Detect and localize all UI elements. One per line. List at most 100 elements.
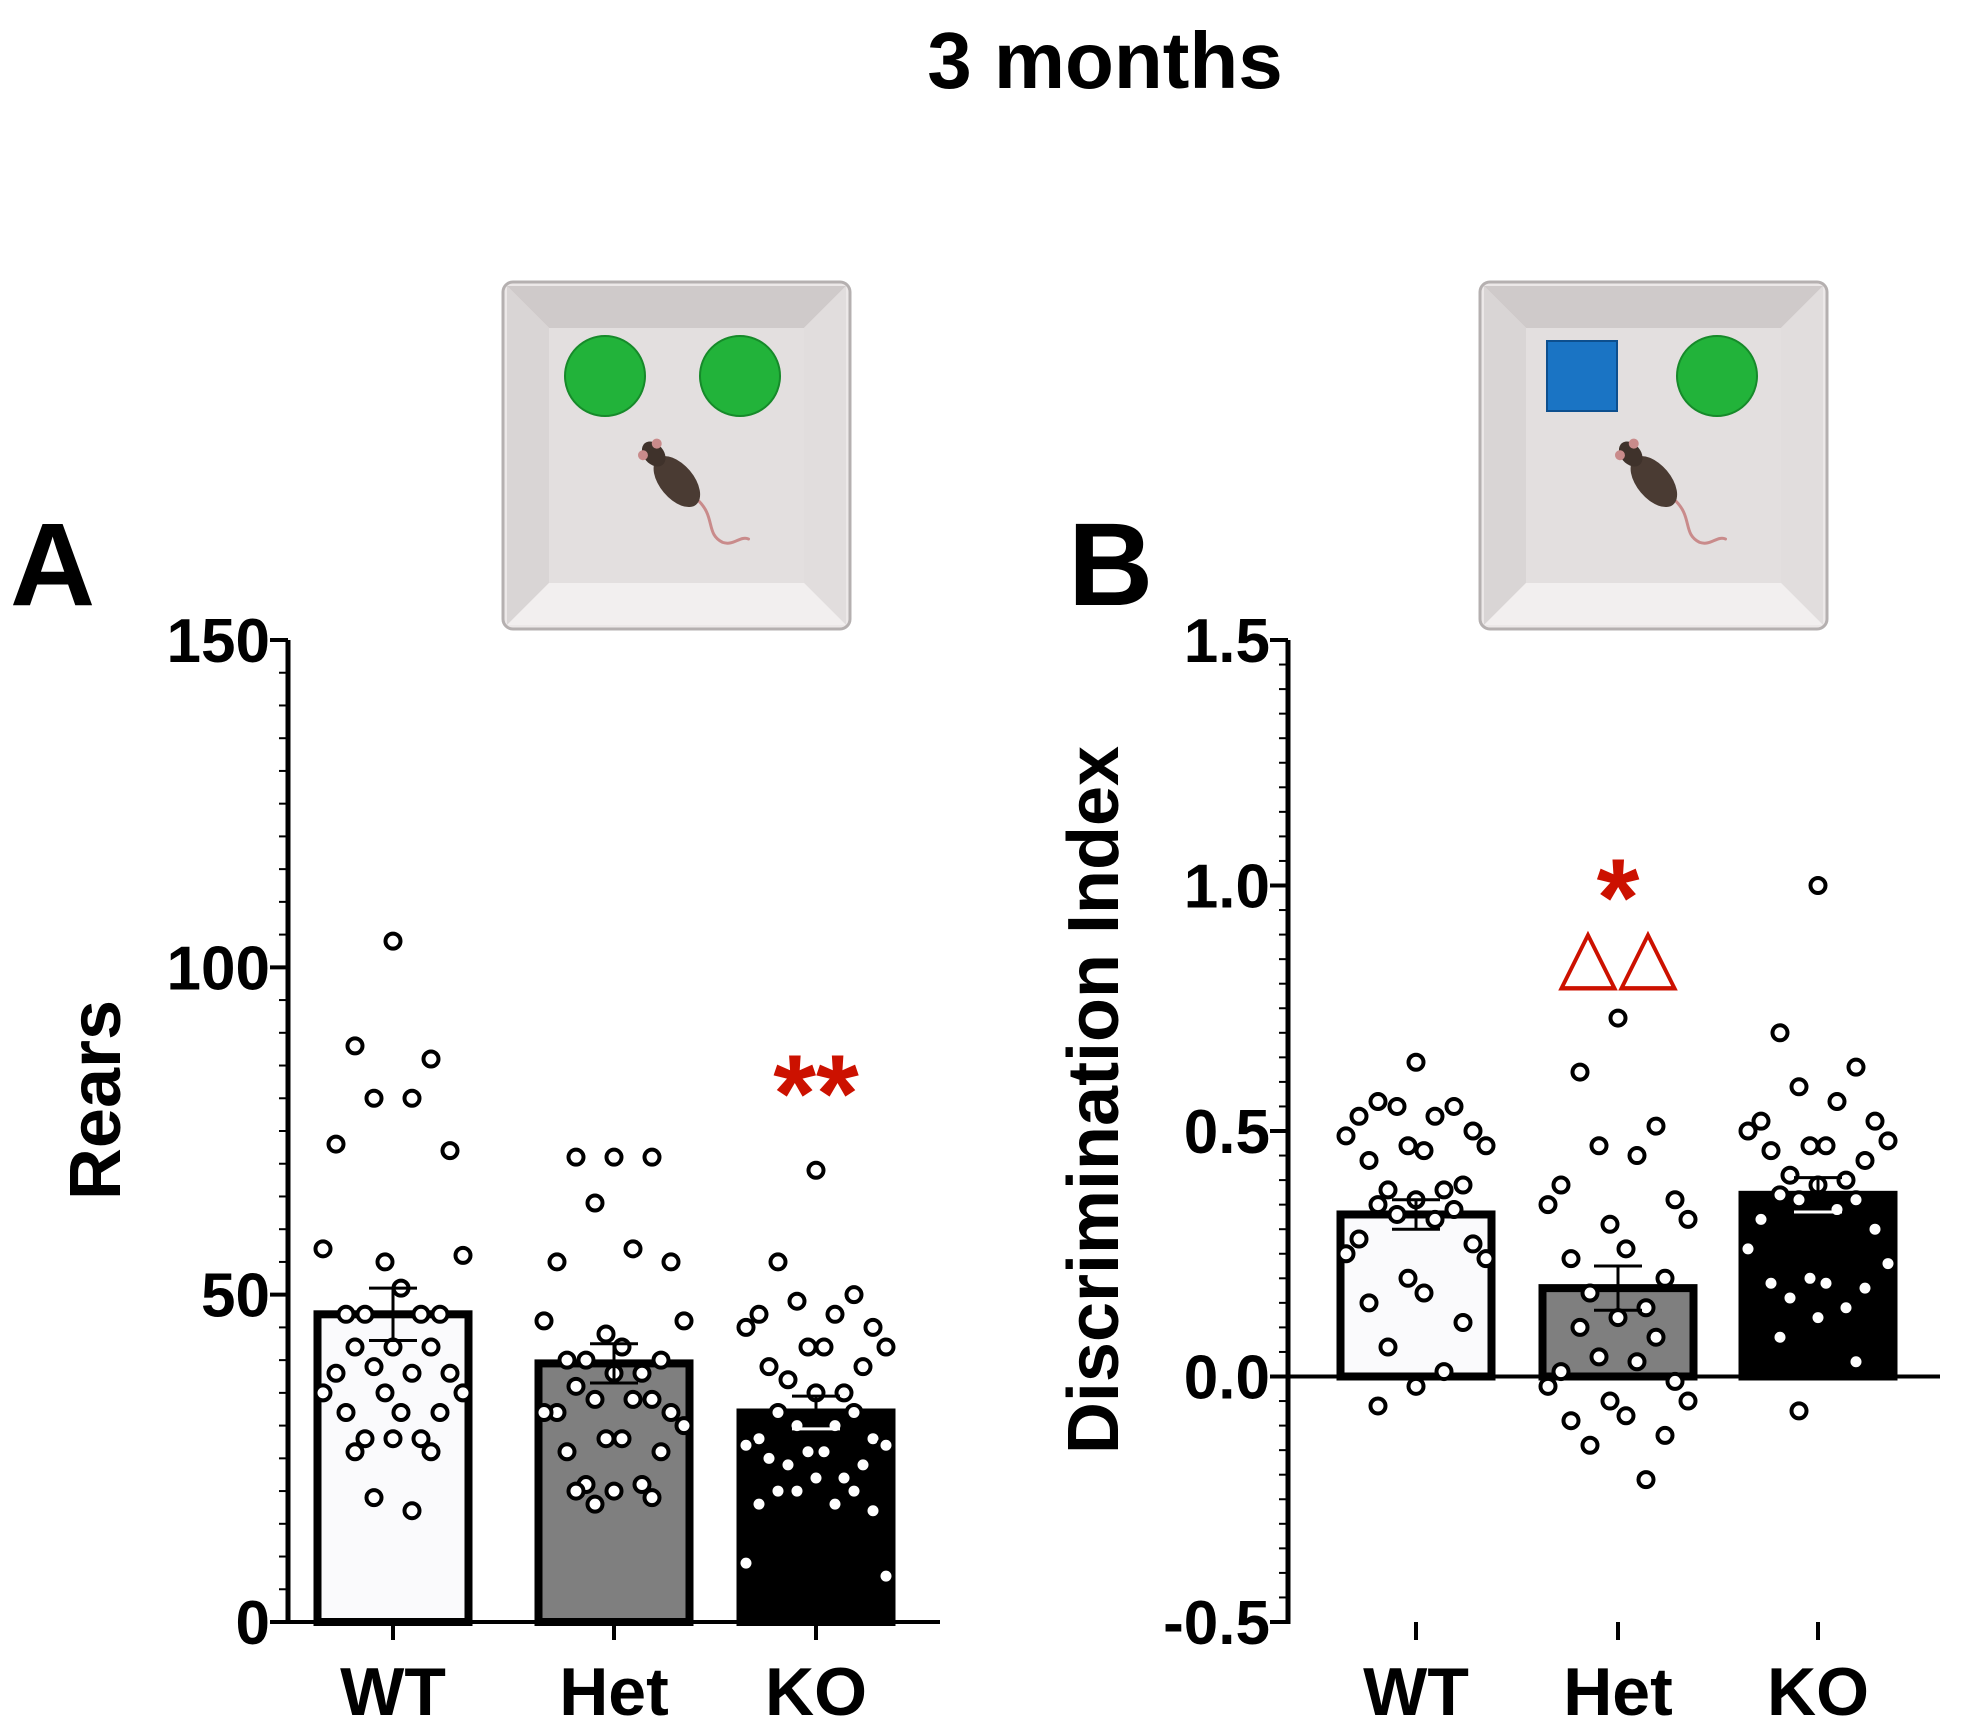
data-point	[1780, 1288, 1800, 1308]
data-point	[1538, 1376, 1558, 1396]
data-point	[1608, 1008, 1628, 1028]
data-point	[876, 1566, 896, 1586]
data-point	[1453, 1312, 1473, 1332]
panel-a: A Rears 0 50 100 150 WT Het KO **	[10, 280, 940, 1730]
object-green-circle-icon	[564, 335, 646, 417]
data-point	[411, 1429, 431, 1449]
data-point	[787, 1481, 807, 1501]
data-point	[453, 1245, 473, 1265]
data-point	[1678, 1391, 1698, 1411]
panel-letter: B	[1068, 499, 1153, 631]
data-point	[876, 1435, 896, 1455]
y-tick-label: 1.0	[1184, 853, 1270, 922]
y-tick-label: 1.5	[1184, 607, 1270, 676]
data-point	[1476, 1249, 1496, 1269]
object-blue-square-icon	[1546, 340, 1618, 412]
data-point	[1336, 1126, 1356, 1146]
data-point	[345, 1442, 365, 1462]
y-tick-label: 100	[167, 934, 270, 1003]
data-point	[778, 1370, 798, 1390]
data-point	[421, 1049, 441, 1069]
data-point	[1855, 1278, 1875, 1298]
data-point	[736, 1435, 756, 1455]
data-point	[814, 1442, 834, 1462]
data-point	[1789, 1190, 1809, 1210]
data-point	[585, 1389, 605, 1409]
data-point	[632, 1363, 652, 1383]
data-point	[1616, 1239, 1636, 1259]
data-point	[1678, 1209, 1698, 1229]
data-point	[806, 1468, 826, 1488]
data-point	[383, 1429, 403, 1449]
data-point	[778, 1455, 798, 1475]
data-point	[1434, 1362, 1454, 1382]
data-point	[1414, 1141, 1434, 1161]
data-point	[642, 1389, 662, 1409]
mouse-head	[1618, 441, 1643, 467]
data-point	[1368, 1092, 1388, 1112]
data-point	[661, 1403, 681, 1423]
mouse-ear	[1628, 438, 1639, 449]
data-point	[1387, 1096, 1407, 1116]
arena-wall-left	[1484, 286, 1526, 625]
data-point	[1627, 1146, 1647, 1166]
data-point	[787, 1291, 807, 1311]
data-point	[1636, 1470, 1656, 1490]
mouse-tail	[695, 497, 750, 545]
data-point	[1816, 1136, 1836, 1156]
data-point	[612, 1429, 632, 1449]
data-point	[430, 1304, 450, 1324]
mouse-body	[653, 456, 701, 508]
data-point	[853, 1455, 873, 1475]
data-point	[383, 931, 403, 951]
data-point	[1738, 1239, 1758, 1259]
data-point	[391, 1403, 411, 1423]
data-point	[814, 1337, 834, 1357]
data-point	[411, 1304, 431, 1324]
data-point	[1570, 1317, 1590, 1337]
data-point	[534, 1403, 554, 1423]
data-point	[453, 1383, 473, 1403]
data-point	[1406, 1376, 1426, 1396]
data-point	[1414, 1283, 1434, 1303]
significance-marker: **	[773, 1033, 859, 1156]
data-point	[863, 1501, 883, 1521]
data-point	[1589, 1136, 1609, 1156]
data-point	[566, 1376, 586, 1396]
data-point	[1425, 1209, 1445, 1229]
data-point	[1378, 1180, 1398, 1200]
data-point	[345, 1036, 365, 1056]
significance-marker: *	[1597, 836, 1640, 959]
data-point	[1538, 1195, 1558, 1215]
data-point	[661, 1252, 681, 1272]
y-axis-label: Rears	[56, 1000, 136, 1200]
data-point	[1878, 1131, 1898, 1151]
data-point	[1789, 1401, 1809, 1421]
data-point	[1761, 1141, 1781, 1161]
y-tick-label: 0.0	[1184, 1344, 1270, 1413]
mouse-ear	[1614, 450, 1625, 461]
data-point	[806, 1160, 826, 1180]
y-tick-label: 0	[236, 1589, 270, 1658]
data-point	[1655, 1425, 1675, 1445]
data-point	[651, 1350, 671, 1370]
data-point	[844, 1285, 864, 1305]
data-point	[1359, 1150, 1379, 1170]
data-point	[1580, 1435, 1600, 1455]
data-point	[534, 1311, 554, 1331]
mouse-head	[641, 441, 666, 467]
data-point	[1580, 1283, 1600, 1303]
data-point	[612, 1337, 632, 1357]
data-point	[1836, 1298, 1856, 1318]
data-point	[604, 1481, 624, 1501]
data-point	[1770, 1023, 1790, 1043]
y-tick-label: 150	[167, 607, 270, 676]
x-category-label: WT	[340, 1654, 446, 1730]
data-point	[364, 1357, 384, 1377]
data-point	[1751, 1111, 1771, 1131]
data-point	[566, 1147, 586, 1167]
arena-illustration	[1478, 280, 1829, 631]
data-point	[1444, 1200, 1464, 1220]
data-point	[585, 1494, 605, 1514]
data-point	[1368, 1396, 1388, 1416]
